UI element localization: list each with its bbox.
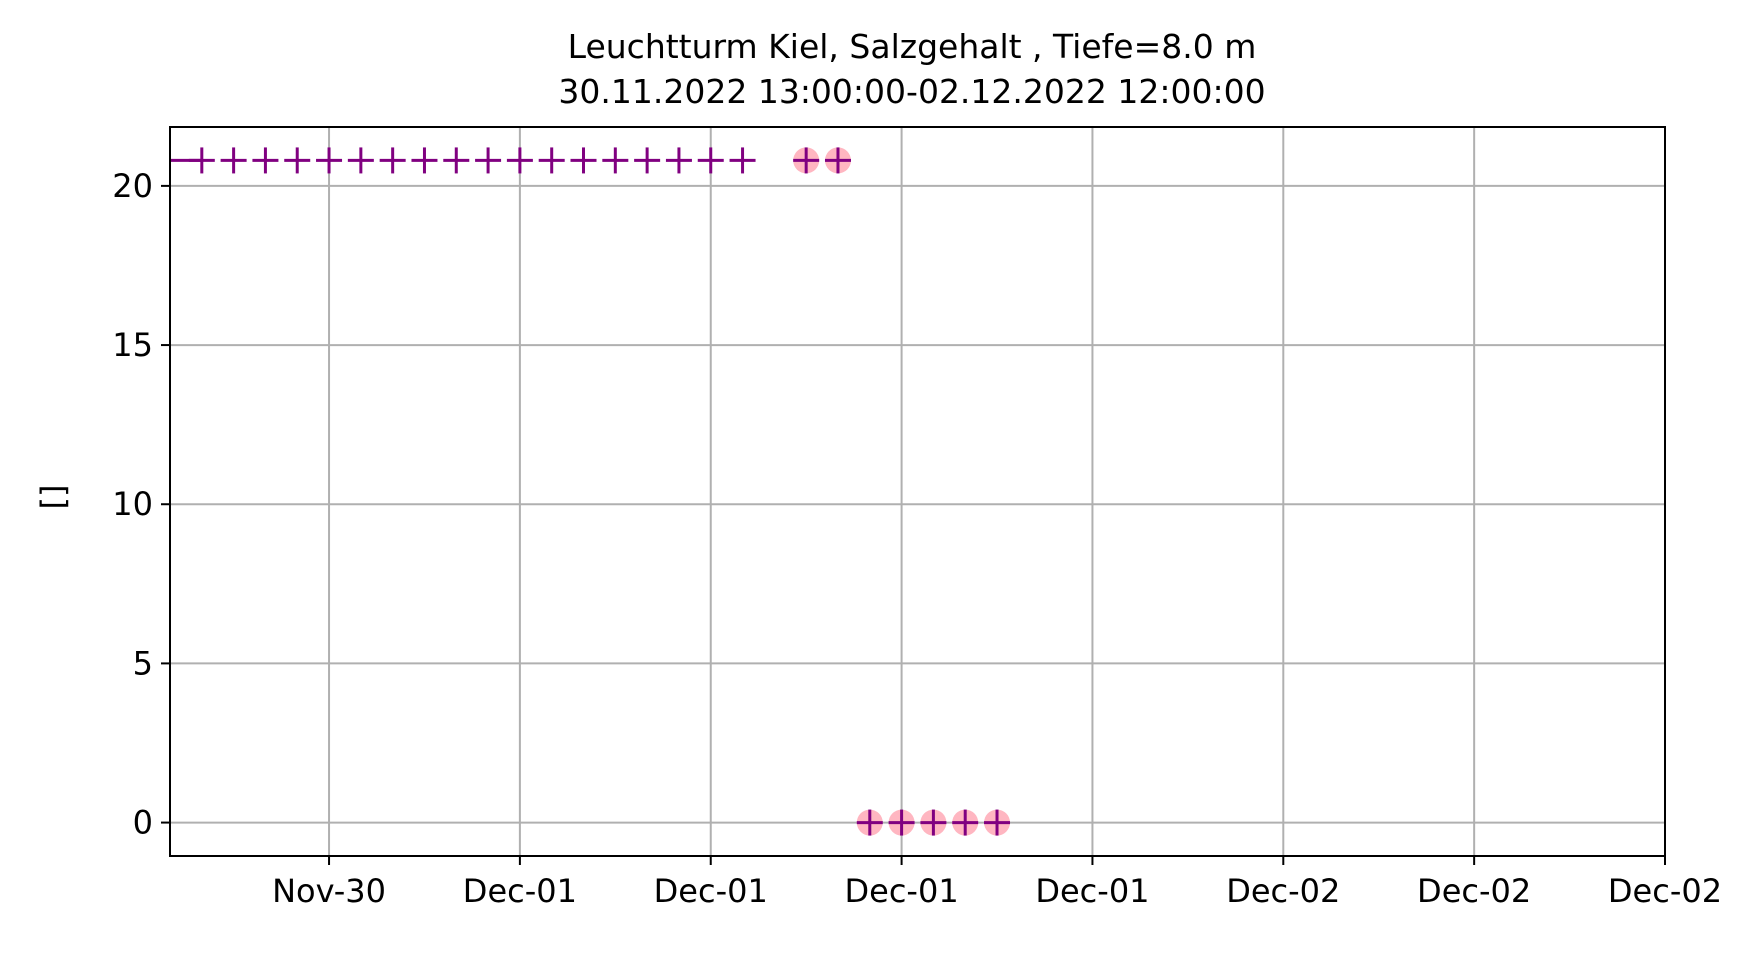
plus-marker (316, 147, 343, 174)
x-tick-label: Dec-02 (1417, 872, 1531, 910)
x-tick-label: Dec-02 (1226, 872, 1340, 910)
plus-marker (920, 809, 947, 836)
plot-area-frame (169, 126, 1666, 857)
plus-marker (347, 147, 374, 174)
plus-marker (665, 147, 692, 174)
plus-marker (506, 147, 533, 174)
plus-marker (411, 147, 438, 174)
y-tick-label: 10 (112, 485, 153, 523)
x-tick-label: Dec-02 (1608, 872, 1722, 910)
plus-marker (284, 147, 311, 174)
chart-subtitle: 30.11.2022 13:00:00-02.12.2022 12:00:00 (558, 72, 1265, 111)
plus-marker (634, 147, 661, 174)
plus-marker (729, 147, 756, 174)
plus-marker (952, 809, 979, 836)
y-tick-label: 0 (133, 804, 153, 842)
chart-title: Leuchtturm Kiel, Salzgehalt , Tiefe=8.0 … (568, 27, 1257, 66)
plus-marker (697, 147, 724, 174)
y-axis-label: [] (34, 485, 72, 510)
x-tick-label: Dec-01 (1035, 872, 1149, 910)
plus-marker (538, 147, 565, 174)
y-tick-label: 15 (112, 326, 153, 364)
x-tick-label: Dec-01 (463, 872, 577, 910)
y-tick-label: 5 (133, 644, 153, 682)
plus-marker (602, 147, 629, 174)
plus-marker (379, 147, 406, 174)
data-marks (170, 147, 1011, 836)
plus-marker (570, 147, 597, 174)
x-tick-label: Dec-01 (654, 872, 768, 910)
x-tick-label: Nov-30 (272, 872, 386, 910)
plus-marker (252, 147, 279, 174)
plus-marker (984, 809, 1011, 836)
grid-lines (170, 127, 1666, 856)
x-tick-label: Dec-01 (845, 872, 959, 910)
plus-marker (824, 147, 851, 174)
plus-marker (475, 147, 502, 174)
axis-ticks: Nov-30 Dec-01 Dec-01 Dec-01 Dec-01 Dec-02 Dec-… (112, 167, 1722, 910)
y-tick-label: 20 (112, 167, 153, 205)
plus-marker (220, 147, 247, 174)
plus-marker (856, 809, 883, 836)
plus-marker (443, 147, 470, 174)
plus-marker (888, 809, 915, 836)
plus-marker (793, 147, 820, 174)
plus-marker (188, 147, 215, 174)
